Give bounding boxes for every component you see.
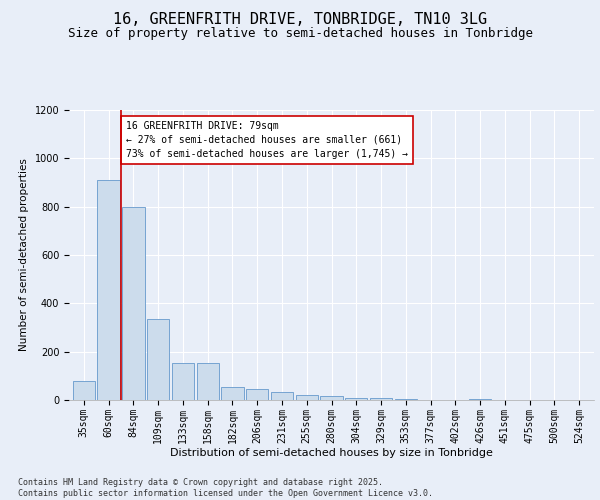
Bar bbox=[370, 398, 392, 400]
Bar bbox=[271, 392, 293, 400]
Bar bbox=[296, 395, 318, 400]
Bar bbox=[345, 398, 367, 400]
Bar bbox=[320, 396, 343, 400]
Bar bbox=[395, 399, 417, 400]
Bar bbox=[147, 319, 169, 400]
Text: 16 GREENFRITH DRIVE: 79sqm
← 27% of semi-detached houses are smaller (661)
73% o: 16 GREENFRITH DRIVE: 79sqm ← 27% of semi… bbox=[126, 121, 408, 159]
Text: Size of property relative to semi-detached houses in Tonbridge: Size of property relative to semi-detach… bbox=[67, 28, 533, 40]
Bar bbox=[197, 362, 219, 400]
Bar bbox=[221, 386, 244, 400]
Bar bbox=[97, 180, 120, 400]
Y-axis label: Number of semi-detached properties: Number of semi-detached properties bbox=[19, 158, 29, 352]
Bar bbox=[246, 389, 268, 400]
Bar bbox=[122, 206, 145, 400]
Text: Contains HM Land Registry data © Crown copyright and database right 2025.
Contai: Contains HM Land Registry data © Crown c… bbox=[18, 478, 433, 498]
Text: 16, GREENFRITH DRIVE, TONBRIDGE, TN10 3LG: 16, GREENFRITH DRIVE, TONBRIDGE, TN10 3L… bbox=[113, 12, 487, 28]
Bar bbox=[469, 399, 491, 400]
X-axis label: Distribution of semi-detached houses by size in Tonbridge: Distribution of semi-detached houses by … bbox=[170, 448, 493, 458]
Bar bbox=[172, 362, 194, 400]
Bar bbox=[73, 380, 95, 400]
